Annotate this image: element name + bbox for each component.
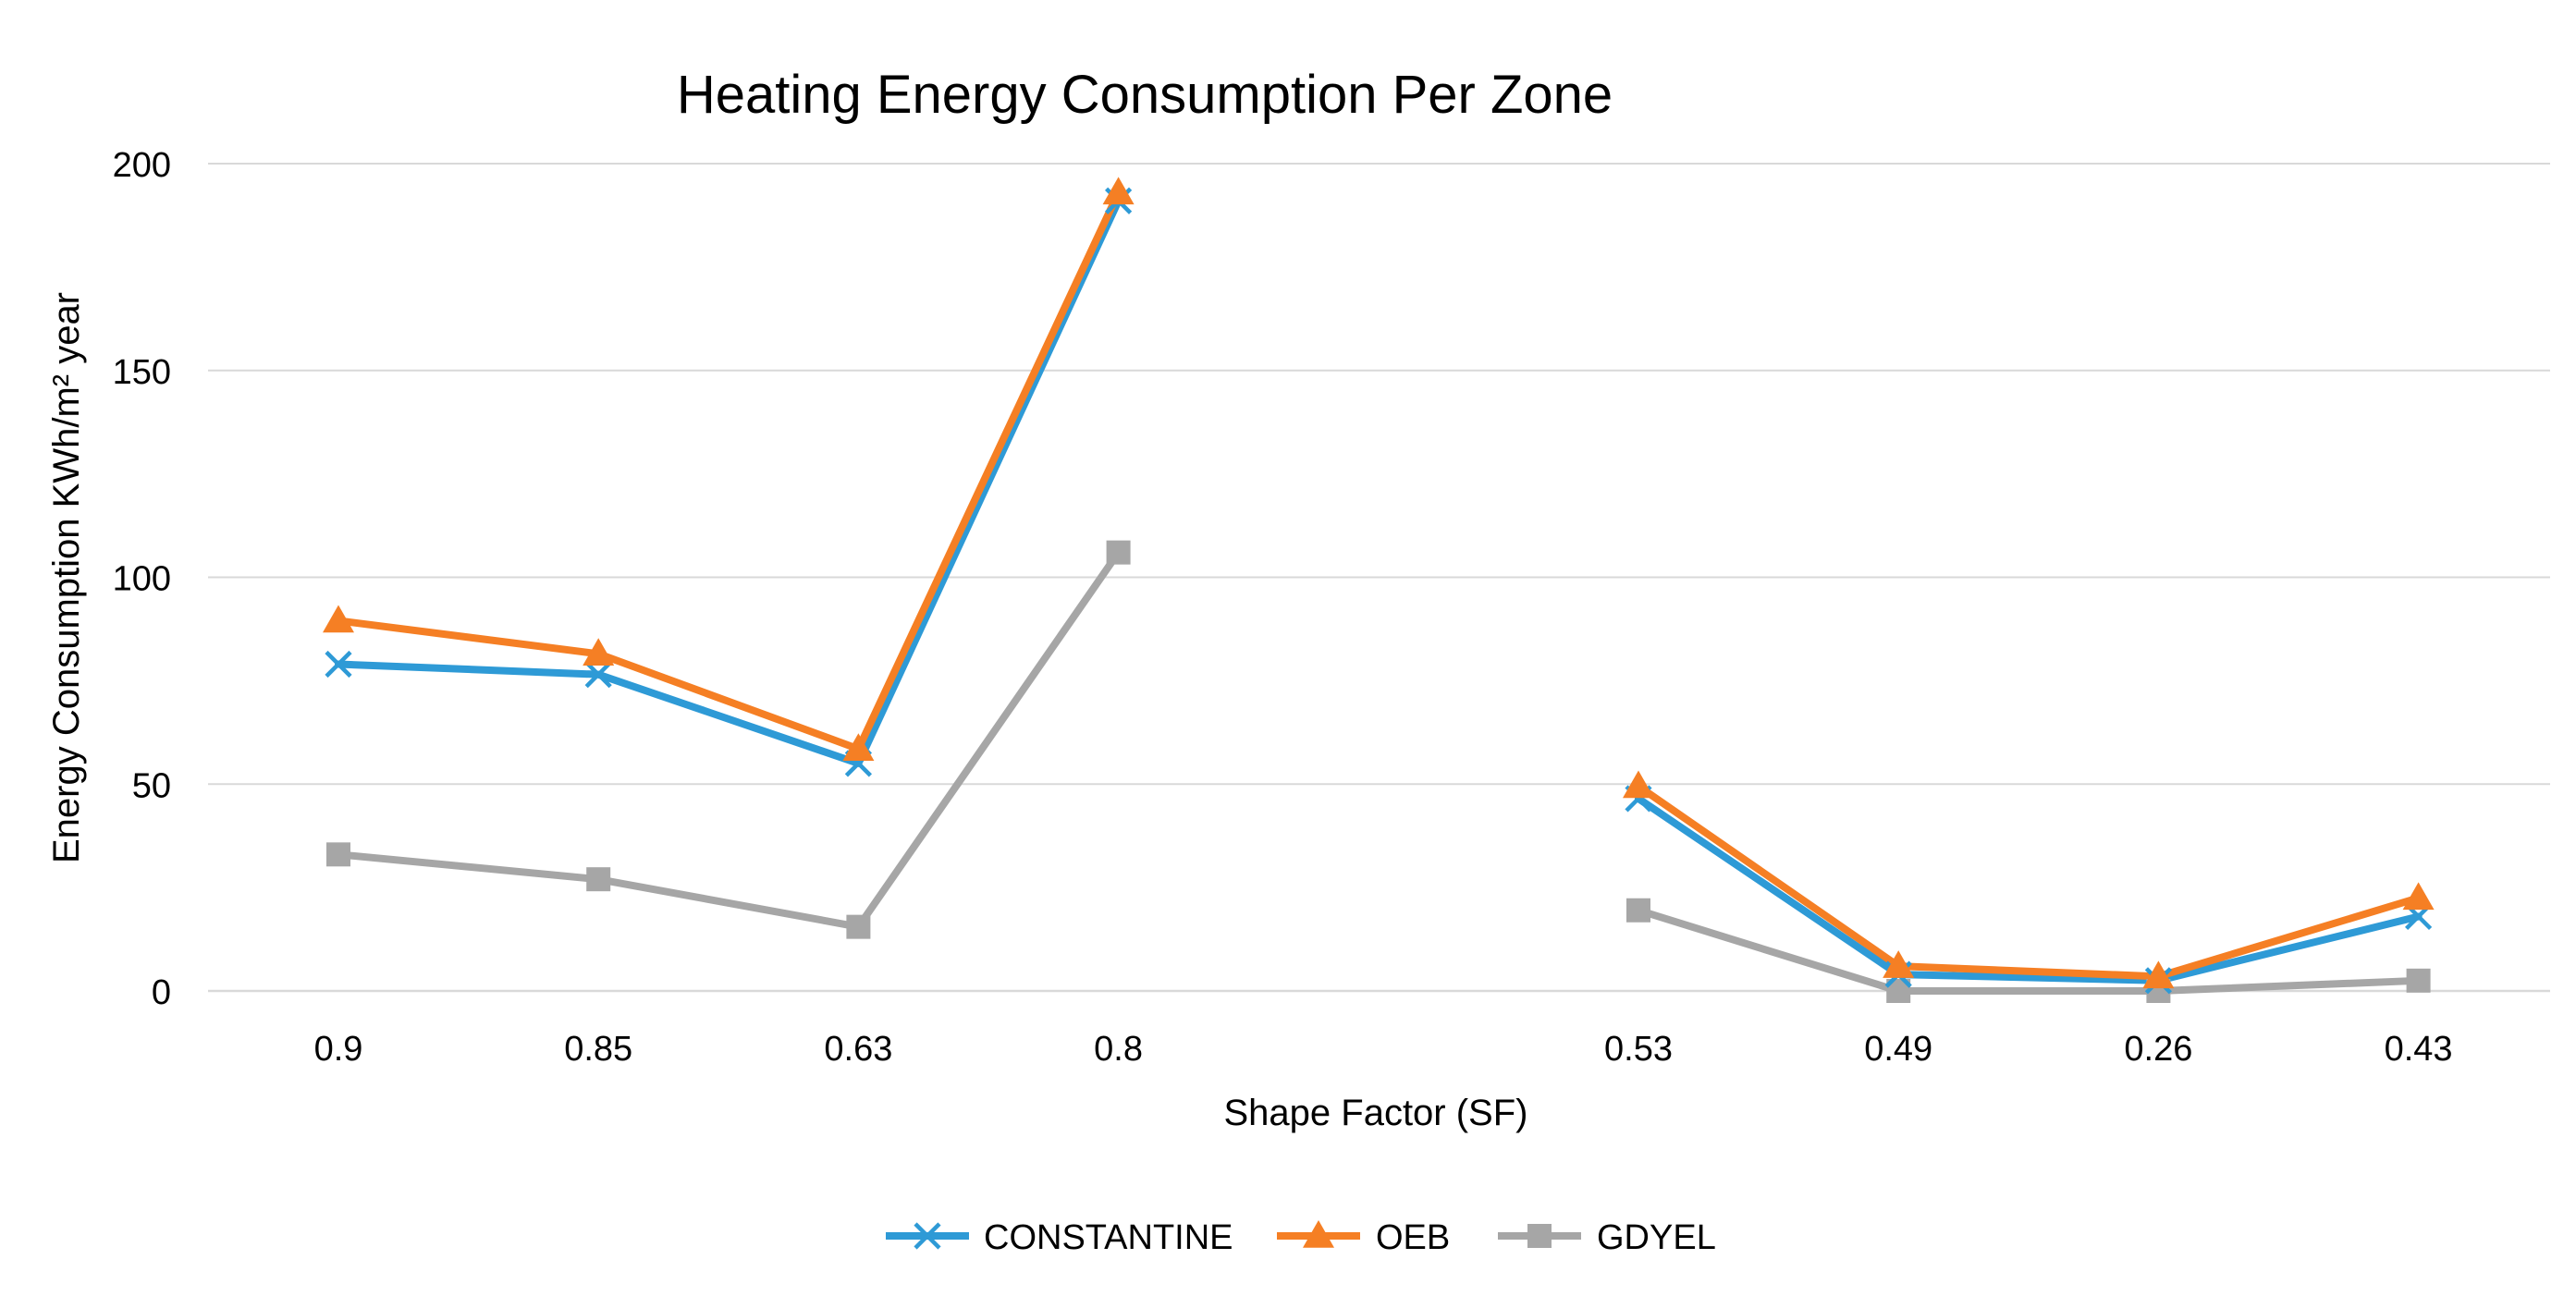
- series-line-constantine-segment-2: [1635, 794, 2423, 984]
- chart-title: Heating Energy Consumption Per Zone: [677, 65, 1613, 125]
- data-point-constantine-1: [325, 650, 352, 679]
- data-point-oeb-8: [2142, 960, 2175, 989]
- data-point-oeb-1: [323, 605, 354, 633]
- legend-label-oeb: OEB: [1376, 1218, 1450, 1257]
- y-axis-label: Energy Consumption KWh/m² year: [46, 292, 87, 863]
- legend-label-constantine: CONSTANTINE: [984, 1218, 1233, 1257]
- series-line-gdyel-segment-2: [1635, 906, 2423, 995]
- x-tick-label: 0.26: [2124, 1030, 2192, 1069]
- legend-marker-constantine-stroke-b: [914, 1222, 941, 1250]
- y-tick-label: 0: [152, 973, 171, 1012]
- y-tick-label: 50: [132, 766, 171, 805]
- data-point-constantine-1-stroke-b: [325, 650, 352, 679]
- y-tick-label: 100: [113, 560, 171, 599]
- data-point-oeb-4: [1102, 177, 1135, 205]
- x-tick-label: 0.43: [2385, 1030, 2453, 1069]
- data-point-gdyel-3: [846, 914, 871, 939]
- legend-item-gdyel[interactable]: GDYEL: [1498, 1218, 1716, 1257]
- y-tick-labels: 0 50 100 150 200: [113, 146, 171, 1012]
- data-point-gdyel-2: [586, 867, 611, 892]
- series-line-constantine-segment-1: [335, 197, 1122, 767]
- series-markers: [323, 177, 2435, 1003]
- data-point-oeb-6: [1623, 770, 1654, 799]
- x-axis-label: Shape Factor (SF): [1223, 1093, 1527, 1133]
- x-tick-label: 0.49: [1864, 1030, 1932, 1069]
- data-point-gdyel-6: [1626, 898, 1650, 923]
- legend-marker-gdyel: [1527, 1224, 1552, 1248]
- series-line-oeb-segment-2: [1635, 782, 2423, 981]
- legend[interactable]: CONSTANTINE OEB GDYEL: [886, 1218, 1716, 1257]
- legend-item-constantine[interactable]: CONSTANTINE: [886, 1218, 1233, 1257]
- data-point-oeb-7: [1883, 950, 1915, 978]
- legend-item-oeb[interactable]: OEB: [1277, 1218, 1450, 1257]
- data-point-gdyel-9: [2406, 968, 2431, 993]
- series-line-gdyel-segment-1: [335, 548, 1122, 931]
- x-tick-label: 0.8: [1094, 1030, 1143, 1069]
- legend-marker-constantine: [914, 1222, 941, 1250]
- data-point-oeb-2: [583, 638, 615, 666]
- data-point-constantine-2: [584, 661, 612, 689]
- data-point-constantine-2-stroke-b: [584, 661, 612, 689]
- x-tick-labels: 0.9 0.85 0.63 0.8 0.53 0.49 0.26 0.43: [314, 1030, 2453, 1069]
- x-tick-label: 0.85: [564, 1030, 632, 1069]
- data-point-gdyel-1: [326, 842, 350, 867]
- x-tick-label: 0.53: [1604, 1030, 1673, 1069]
- x-tick-label: 0.63: [824, 1030, 892, 1069]
- gridlines: [208, 163, 2550, 786]
- series-line-oeb-segment-1: [335, 189, 1122, 753]
- data-point-gdyel-4: [1106, 540, 1131, 565]
- data-point-oeb-9: [2402, 882, 2435, 911]
- data-point-oeb-3: [842, 733, 875, 761]
- y-tick-label: 150: [113, 353, 171, 392]
- y-tick-label: 200: [113, 146, 171, 185]
- legend-label-gdyel: GDYEL: [1597, 1218, 1716, 1257]
- x-tick-label: 0.9: [314, 1030, 363, 1069]
- legend-marker-oeb: [1303, 1220, 1334, 1248]
- series-lines: [335, 189, 2423, 995]
